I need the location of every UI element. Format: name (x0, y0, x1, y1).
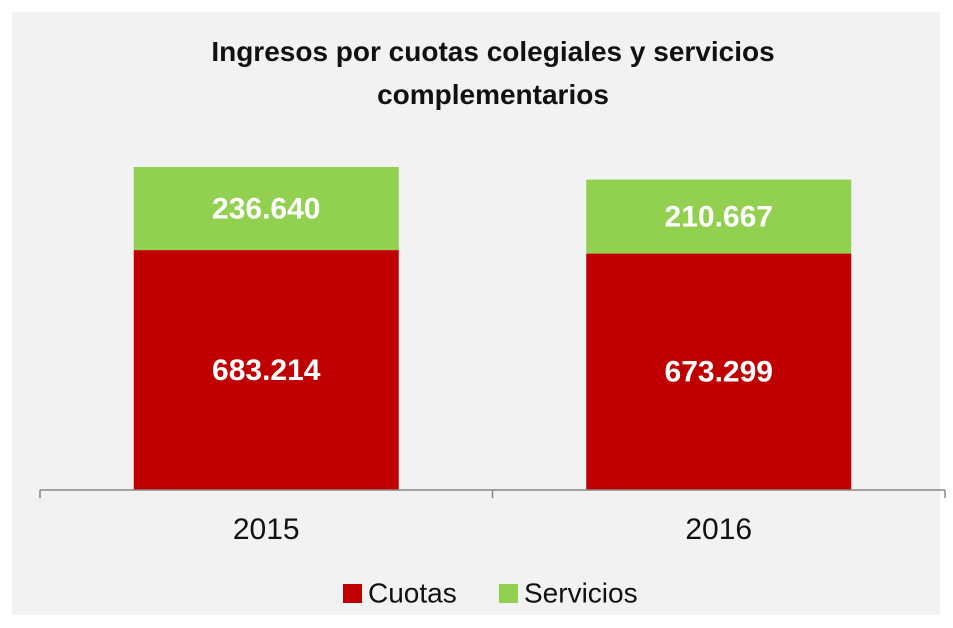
legend-swatch (343, 584, 362, 603)
data-label: 683.214 (212, 354, 321, 387)
bar-segment (133, 250, 399, 490)
legend-label: Servicios (524, 577, 638, 608)
x-tick-label: 2015 (233, 513, 300, 546)
bar-segment (586, 179, 852, 254)
data-label: 210.667 (665, 201, 773, 234)
legend-swatch (499, 584, 518, 603)
legend-label: Cuotas (368, 577, 457, 608)
chart-title: Ingresos por cuotas colegiales y servici… (211, 36, 775, 110)
x-tick-label: 2016 (685, 513, 752, 546)
bar-segment (586, 253, 852, 490)
bar-segment (133, 167, 399, 251)
data-label: 236.640 (212, 192, 320, 225)
data-label: 673.299 (665, 356, 773, 389)
